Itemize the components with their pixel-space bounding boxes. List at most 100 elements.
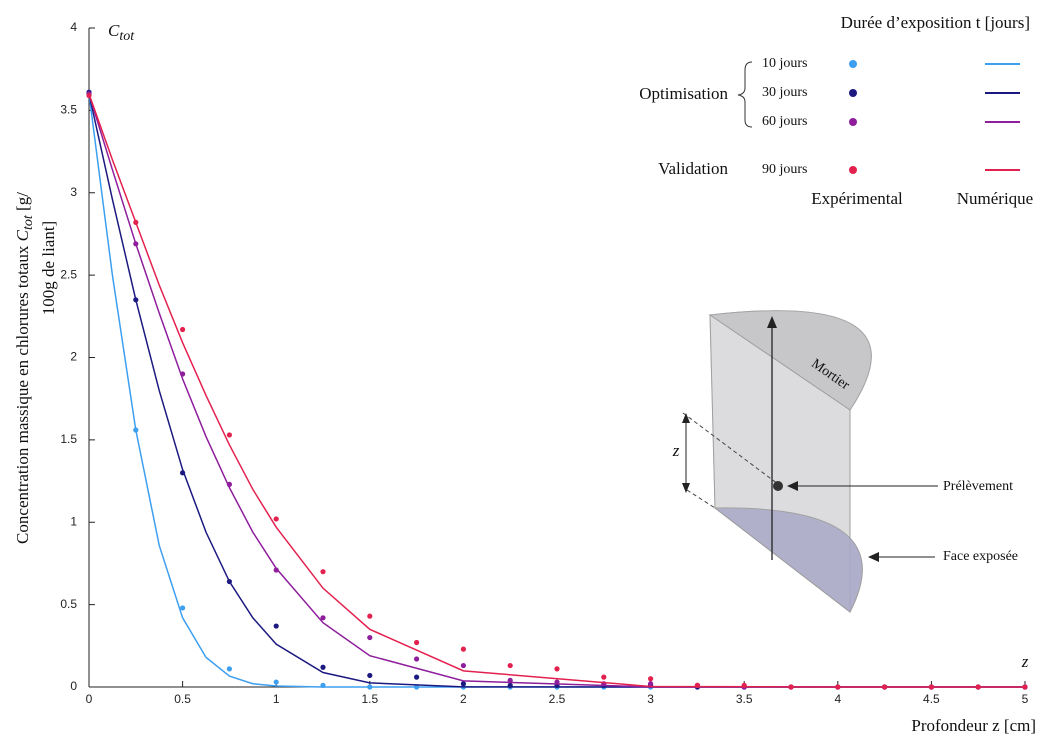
corner-label: Ctot — [108, 21, 135, 44]
point — [554, 666, 560, 672]
point — [273, 567, 279, 573]
y-tick-label: 2.5 — [60, 267, 77, 281]
dash-line — [686, 489, 716, 509]
point — [367, 634, 373, 641]
legend-dot — [849, 60, 857, 68]
y-label-subscript: tot — [21, 214, 36, 230]
y-tick-label: 3 — [70, 185, 77, 199]
y-tick-label: 2 — [70, 350, 77, 364]
point — [226, 578, 232, 585]
point — [180, 470, 186, 476]
point — [648, 681, 654, 687]
point — [320, 682, 326, 688]
curve — [88, 93, 1025, 688]
point — [507, 682, 513, 688]
dash-line — [682, 412, 779, 485]
legend-label: 60 jours — [762, 114, 808, 129]
curve — [88, 93, 1025, 688]
point — [226, 432, 232, 438]
point — [507, 677, 513, 684]
legend-group: Optimisation — [639, 84, 728, 103]
y-tick-label: 1.5 — [60, 432, 77, 446]
point — [180, 605, 186, 611]
x-tick-label: 4.5 — [923, 692, 940, 706]
sample-point — [773, 481, 783, 491]
point — [367, 613, 373, 619]
legend-dot — [849, 118, 857, 126]
point — [882, 684, 888, 690]
legend-label: 90 jours — [762, 162, 808, 177]
inset-label: z — [672, 441, 680, 460]
x-tick-label: 1 — [273, 692, 280, 706]
x-tick-label: 0.5 — [174, 692, 191, 706]
point — [1022, 684, 1028, 690]
x-axis-label: Profondeur z [cm] — [911, 716, 1036, 735]
point — [133, 241, 139, 247]
inset-label: Prélèvement — [943, 479, 1013, 494]
point — [928, 684, 935, 690]
symbol: C — [108, 21, 120, 40]
point — [180, 371, 186, 377]
point — [554, 679, 560, 685]
point — [975, 684, 981, 690]
y-tick-label: 3.5 — [60, 103, 77, 117]
point — [414, 684, 420, 690]
legend-dot — [849, 166, 857, 174]
legend-label: 10 jours — [762, 56, 808, 71]
point — [320, 664, 326, 670]
point — [367, 672, 373, 679]
exposed-face — [713, 507, 863, 613]
point — [460, 681, 466, 687]
point — [86, 92, 92, 99]
point — [507, 662, 513, 669]
y-tick-label: 0 — [70, 679, 77, 693]
legend-label: 30 jours — [762, 85, 808, 100]
point — [273, 623, 279, 629]
y-label-symbol: C — [13, 229, 32, 241]
inset-diagram: Mortier z Prélèvement Face exposée — [672, 310, 1018, 614]
point — [320, 615, 326, 621]
x-tick-label: 5 — [1022, 692, 1029, 706]
curve — [88, 93, 1025, 688]
x-tick-label: 2.5 — [549, 692, 566, 706]
point — [133, 297, 139, 303]
y-label-unit: [g/ — [13, 192, 32, 211]
point — [741, 682, 747, 688]
y-tick-label: 0.5 — [60, 597, 77, 611]
point — [180, 326, 186, 333]
legend-bracket — [737, 61, 753, 128]
x-corner-label: z — [1021, 652, 1029, 671]
arrow-head — [868, 552, 879, 562]
point — [133, 427, 139, 433]
arrow-head — [682, 483, 690, 493]
x-tick-label: 3.5 — [736, 692, 753, 706]
point — [835, 684, 841, 690]
x-tick-label: 1.5 — [361, 692, 378, 706]
point — [133, 219, 139, 226]
x-tick-label: 3 — [647, 692, 654, 706]
legend-column: Expérimental — [811, 189, 903, 208]
point — [367, 684, 373, 690]
legend-dot — [849, 89, 857, 97]
y-tick-label: 1 — [70, 514, 77, 528]
point — [460, 646, 466, 652]
point — [601, 674, 607, 680]
y-tick-label: 4 — [70, 20, 77, 34]
point — [226, 666, 232, 672]
y-axis-label-line2: 100g de liant] — [39, 221, 58, 315]
subscript: tot — [119, 29, 135, 44]
inset-label: Face exposée — [943, 549, 1018, 564]
point — [414, 656, 420, 662]
arrow-head — [767, 316, 777, 328]
point — [414, 674, 420, 680]
point — [273, 679, 279, 685]
x-tick-label: 4 — [834, 692, 841, 706]
arrow-head — [787, 481, 798, 491]
x-tick-label: 0 — [86, 692, 93, 706]
point — [273, 516, 279, 522]
arrow-head — [682, 413, 690, 423]
legend-title: Durée d’exposition t [jours] — [841, 13, 1030, 32]
legend-column: Numérique — [957, 189, 1033, 208]
point — [460, 662, 466, 669]
